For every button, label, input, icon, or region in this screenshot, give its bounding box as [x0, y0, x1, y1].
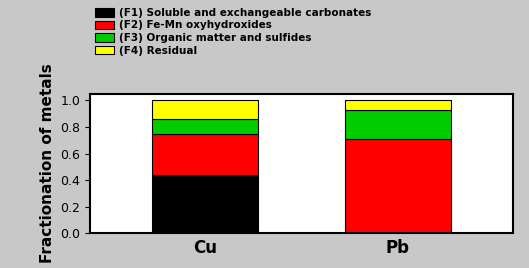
Bar	[345, 139, 451, 233]
Bar	[345, 100, 451, 110]
Bar	[152, 175, 258, 233]
Y-axis label: Fractionation of metals: Fractionation of metals	[40, 64, 54, 263]
Bar	[152, 100, 258, 119]
Bar	[152, 134, 258, 175]
Bar	[152, 119, 258, 134]
Legend: (F1) Soluble and exchangeable carbonates, (F2) Fe-Mn oxyhydroxides, (F3) Organic: (F1) Soluble and exchangeable carbonates…	[95, 8, 371, 56]
Bar	[345, 110, 451, 139]
